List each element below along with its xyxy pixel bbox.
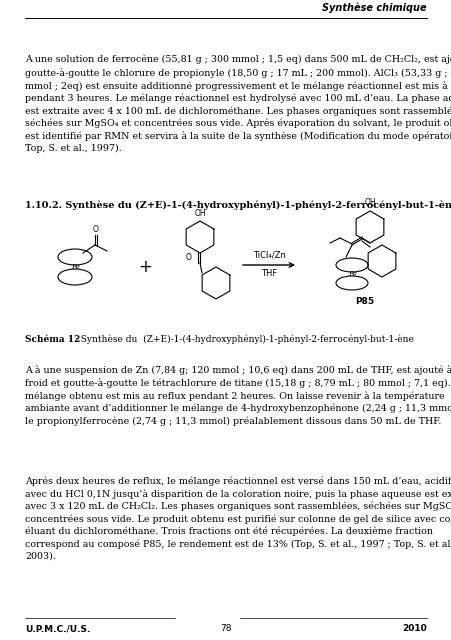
Text: A à une suspension de Zn (7,84 g; 120 mmol ; 10,6 eq) dans 200 mL de THF, est aj: A à une suspension de Zn (7,84 g; 120 mm…	[25, 365, 451, 426]
Text: P85: P85	[354, 297, 374, 306]
Text: THF: THF	[260, 269, 276, 278]
Text: 78: 78	[220, 624, 231, 633]
Text: U.P.M.C./U.S.: U.P.M.C./U.S.	[25, 624, 90, 633]
Text: +: +	[138, 258, 152, 276]
Text: A une solution de ferrocène (55,81 g ; 300 mmol ; 1,5 eq) dans 500 mL de CH₂Cl₂: A une solution de ferrocène (55,81 g ; …	[25, 55, 451, 153]
Text: O: O	[93, 225, 99, 234]
Text: OH: OH	[364, 198, 375, 207]
Text: Schéma 12: Schéma 12	[25, 335, 80, 344]
Text: Synthèse chimique: Synthèse chimique	[322, 3, 426, 13]
Text: 1.10.2. Synthèse du (Z+E)-1-(4-hydroxyphényl)-1-phényl-2-ferrocényl-but-1-ène, P: 1.10.2. Synthèse du (Z+E)-1-(4-hydroxyph…	[25, 200, 451, 209]
Text: 2010: 2010	[401, 624, 426, 633]
Text: : Synthèse du  (Z+E)-1-(4-hydroxyphényl)-1-phényl-2-ferrocényl-but-1-ène: : Synthèse du (Z+E)-1-(4-hydroxyphényl)-…	[72, 335, 413, 344]
Text: O: O	[186, 253, 192, 262]
Text: OH: OH	[194, 209, 205, 218]
Text: Fe: Fe	[70, 263, 79, 271]
Text: Fe: Fe	[347, 270, 355, 278]
Text: Après deux heures de reflux, le mélange réactionnel est versé dans 150 mL d’: Après deux heures de reflux, le mélang…	[25, 476, 451, 560]
Text: TiCl₄/Zn: TiCl₄/Zn	[252, 251, 285, 260]
